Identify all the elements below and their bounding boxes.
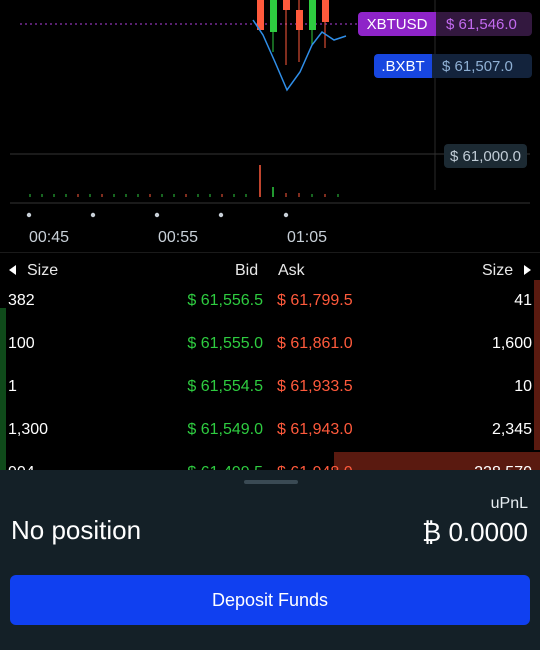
drag-handle[interactable] [244,480,298,484]
bid-price[interactable]: $ 61,555.0 [187,335,263,352]
bid-price[interactable]: $ 61,499.5 [187,464,263,472]
candle [309,0,316,30]
position-status: No position [11,515,142,545]
time-marker [283,212,289,218]
ask-price[interactable]: $ 61,799.5 [277,292,353,309]
ask-price[interactable]: $ 61,933.5 [277,378,353,395]
bid-price[interactable]: $ 61,549.0 [187,421,263,438]
ask-size: 10 [514,378,532,395]
candle [296,10,303,30]
time-label: 00:55 [158,229,198,246]
candles [257,0,329,65]
ask-depth-fill [334,452,540,472]
bid-size: 382 [8,292,35,309]
ask-depth-bar [534,280,540,450]
bid-size: 1,300 [8,421,49,438]
candle [322,0,329,22]
time-label: 00:45 [29,229,69,246]
caret-right-icon[interactable] [524,265,531,275]
bid-header: Bid [235,262,259,279]
time-marker [90,212,96,218]
candle [283,0,290,10]
price-level-label: $ 61,000.0 [444,144,527,168]
ask-size: 228,570 [474,464,532,472]
price-chart[interactable]: 00:45 00:55 01:05 [0,0,540,252]
orderbook-row[interactable]: 1 $ 61,554.5 $ 61,933.5 10 [0,366,540,409]
orderbook-row[interactable]: 100 $ 61,555.0 $ 61,861.0 1,600 [0,323,540,366]
volume-bars [29,165,339,197]
ask-size: 1,600 [491,335,532,352]
bid-price[interactable]: $ 61,554.5 [187,378,263,395]
ask-price[interactable]: $ 61,861.0 [277,335,353,352]
candle [257,0,264,30]
bid-size: 904 [8,464,35,472]
ask-size: 2,345 [491,421,532,438]
ask-price[interactable]: $ 61,948.0 [277,464,353,472]
time-marker [26,212,32,218]
candle [270,0,277,32]
index-price-line [252,19,347,92]
orderbook-row[interactable]: 1,300 $ 61,549.0 $ 61,943.0 2,345 [0,409,540,452]
time-marker [218,212,224,218]
bid-size: 1 [8,378,17,395]
ask-header: Ask [278,262,305,279]
bid-depth-bar [0,308,6,472]
bid-size: 100 [8,335,35,352]
ask-price[interactable]: $ 61,943.0 [277,421,353,438]
symbol-label: XBTUSD [358,12,436,36]
time-marker [154,212,160,218]
xbtusd-price-tag: XBTUSD $ 61,546.0 [358,12,532,36]
ask-size-header[interactable]: Size [482,262,514,279]
ask-size: 41 [514,292,532,309]
symbol-label: .BXBT [374,54,432,78]
orderbook-row[interactable]: 904 $ 61,499.5 $ 61,948.0 228,570 [0,452,540,472]
orderbook: 382 $ 61,556.5 $ 61,799.5 41 100 $ 61,55… [0,280,540,472]
orderbook-row[interactable]: 382 $ 61,556.5 $ 61,799.5 41 [0,280,540,323]
bid-price[interactable]: $ 61,556.5 [187,292,263,309]
bid-size-header[interactable]: Size [27,262,59,279]
deposit-funds-button[interactable]: Deposit Funds [10,575,530,625]
bxbt-price-tag: .BXBT $ 61,507.0 [374,54,532,78]
upnl-label: uPnL [490,495,528,512]
caret-left-icon[interactable] [9,265,16,275]
upnl-value: ₿ 0.0000 [422,517,528,547]
price-value: $ 61,546.0 [436,12,532,36]
orderbook-header: Size Bid Ask Size [0,252,540,287]
time-label: 01:05 [287,229,327,246]
price-value: $ 61,507.0 [432,54,532,78]
